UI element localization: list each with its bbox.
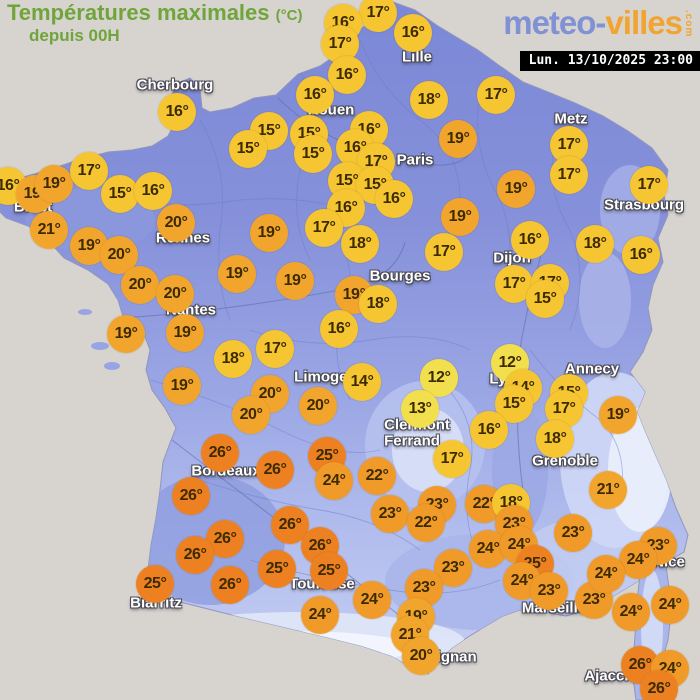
temp-badge: 19°: [439, 120, 477, 158]
temp-badge: 19°: [35, 165, 73, 203]
meteo-villes-logo[interactable]: meteo- villes .com: [503, 4, 694, 42]
temp-badge: 17°: [359, 0, 397, 32]
temp-badge: 24°: [651, 586, 689, 624]
city-label: Ferrand: [384, 432, 440, 450]
temp-badge: 16°: [296, 76, 334, 114]
temp-badge: 26°: [201, 434, 239, 472]
temp-badge: 17°: [433, 440, 471, 478]
temp-badge: 19°: [276, 262, 314, 300]
city-label: Paris: [396, 151, 434, 169]
temp-badge: 17°: [630, 166, 668, 204]
temp-badge: 26°: [256, 451, 294, 489]
temp-badge: 16°: [320, 310, 358, 348]
temp-badge: 26°: [172, 477, 210, 515]
temp-badge: 14°: [343, 363, 381, 401]
temp-badge: 16°: [511, 221, 549, 259]
temp-badge: 15°: [526, 280, 564, 318]
city-label: Cherbourg: [136, 76, 214, 94]
temp-badge: 16°: [0, 167, 27, 205]
logo-suffix-com: .com: [683, 10, 694, 38]
temp-badge: 15°: [101, 175, 139, 213]
temp-badge: 17°: [305, 209, 343, 247]
temp-badge: 23°: [371, 495, 409, 533]
temp-badge: 24°: [587, 555, 625, 593]
temp-badge: 20°: [232, 396, 270, 434]
island: [104, 362, 120, 370]
title-text: Températures maximales: [7, 0, 270, 25]
temp-badge: 24°: [619, 541, 657, 579]
temp-badge: 20°: [402, 637, 440, 675]
temp-badge: 15°: [229, 130, 267, 168]
title-unit: (°C): [275, 7, 303, 24]
header: Températures maximales (°C) depuis 00H: [7, 0, 303, 46]
temp-badge: 26°: [640, 670, 678, 700]
city-label: Annecy: [564, 360, 620, 378]
temp-badge: 16°: [470, 411, 508, 449]
logo-text-meteo: meteo-: [503, 4, 606, 41]
city-label: Limoges: [294, 368, 356, 386]
temp-badge: 26°: [301, 527, 339, 565]
city-label: Strasbourg: [603, 196, 685, 214]
temp-badge: 19°: [497, 170, 535, 208]
temp-badge: 21°: [589, 471, 627, 509]
temp-badge: 18°: [214, 340, 252, 378]
city-label: Bourges: [369, 267, 431, 285]
temp-badge: 17°: [477, 76, 515, 114]
temp-badge: 26°: [211, 566, 249, 604]
temp-badge: 15°: [294, 135, 332, 173]
temp-badge: 19°: [107, 315, 145, 353]
temp-badge: 24°: [315, 462, 353, 500]
temp-badge: 16°: [134, 172, 172, 210]
temp-badge: 16°: [328, 56, 366, 94]
page-title: Températures maximales (°C): [7, 0, 303, 25]
temp-badge: 18°: [536, 420, 574, 458]
temp-badge: 18°: [341, 225, 379, 263]
temp-badge: 16°: [158, 93, 196, 131]
temp-badge: 22°: [358, 457, 396, 495]
island: [91, 342, 109, 350]
temp-badge: 25°: [136, 565, 174, 603]
temp-badge: 17°: [495, 265, 533, 303]
temp-badge: 24°: [301, 596, 339, 634]
temp-badge: 19°: [441, 198, 479, 236]
temp-badge: 20°: [299, 387, 337, 425]
temp-badge: 13°: [401, 390, 439, 428]
temp-badge: 19°: [599, 396, 637, 434]
temp-badge: 19°: [218, 255, 256, 293]
temp-badge: 26°: [176, 536, 214, 574]
temp-badge: 22°: [407, 504, 445, 542]
temp-badge: 19°: [166, 314, 204, 352]
temp-badge: 23°: [554, 514, 592, 552]
temp-badge: 20°: [121, 266, 159, 304]
temp-badge: 25°: [258, 550, 296, 588]
temp-badge: 16°: [622, 236, 660, 274]
temp-badge: 17°: [256, 330, 294, 368]
temp-badge: 25°: [310, 552, 348, 590]
temp-badge: 16°: [394, 14, 432, 52]
temp-badge: 20°: [156, 275, 194, 313]
page-subtitle: depuis 00H: [29, 26, 120, 46]
temp-badge: 21°: [30, 211, 68, 249]
temp-badge: 16°: [375, 180, 413, 218]
temp-badge: 17°: [550, 156, 588, 194]
temp-badge: 19°: [250, 214, 288, 252]
city-label: Metz: [554, 110, 588, 128]
city-label: Lille: [401, 48, 433, 66]
datetime-badge: Lun. 13/10/2025 23:00: [519, 51, 700, 71]
temp-badge: 18°: [359, 285, 397, 323]
temp-badge: 24°: [612, 593, 650, 631]
temp-badge: 23°: [530, 572, 568, 610]
temp-badge: 19°: [163, 367, 201, 405]
island: [78, 309, 92, 315]
temp-badge: 18°: [576, 225, 614, 263]
logo-text-villes: villes: [605, 4, 683, 41]
temp-badge: 20°: [157, 204, 195, 242]
temp-badge: 24°: [353, 581, 391, 619]
temp-badge: 18°: [410, 81, 448, 119]
temp-badge: 17°: [425, 233, 463, 271]
temp-badge: 17°: [70, 152, 108, 190]
